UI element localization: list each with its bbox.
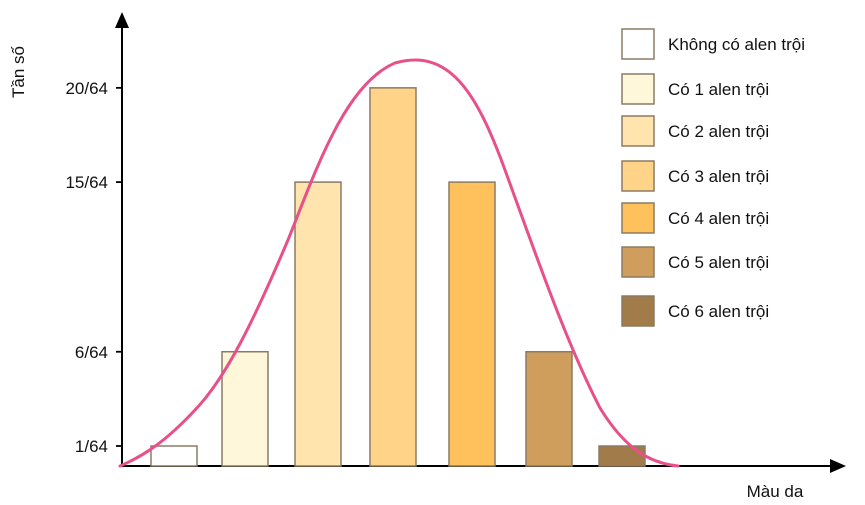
legend-label-co-4-alen-troi: Có 4 alen trội xyxy=(668,209,769,228)
legend-swatch-co-2-alen-troi xyxy=(621,115,655,147)
bar-khong-co-alen-troi xyxy=(150,445,198,467)
legend-swatch-co-4-alen-troi xyxy=(621,202,655,234)
bar-co-2-alen-troi xyxy=(294,181,342,467)
legend-label-co-2-alen-troi: Có 2 alen trội xyxy=(668,122,769,141)
y-tick-label-15-64: 15/64 xyxy=(65,173,108,192)
y-axis-label: Tần số xyxy=(9,45,28,98)
legend-label-co-3-alen-troi: Có 3 alen trội xyxy=(668,167,769,186)
y-tick-label-20-64: 20/64 xyxy=(65,79,108,98)
bar-co-4-alen-troi xyxy=(448,181,496,467)
legend-label-khong-co-alen-troi: Không có alen trội xyxy=(668,35,805,54)
bar-co-6-alen-troi xyxy=(598,445,646,467)
bar-co-5-alen-troi xyxy=(525,351,573,467)
x-axis-arrow-icon xyxy=(830,459,846,473)
ticks-layer: 1/64 6/64 15/64 20/64 xyxy=(65,79,122,456)
bar-co-1-alen-troi xyxy=(221,351,269,467)
distribution-curve xyxy=(118,58,680,468)
x-axis-label: Màu da xyxy=(747,482,804,501)
legend-swatch-co-6-alen-troi xyxy=(621,295,655,327)
legend: Không có alen trội Có 1 alen trội Có 2 ale… xyxy=(621,28,805,327)
legend-label-co-1-alen-troi: Có 1 alen trội xyxy=(668,80,769,99)
y-tick-label-1-64: 1/64 xyxy=(75,437,108,456)
legend-label-co-6-alen-troi: Có 6 alen trội xyxy=(668,302,769,321)
legend-swatch-co-5-alen-troi xyxy=(621,246,655,278)
curve-layer xyxy=(118,58,680,468)
y-tick-label-6-64: 6/64 xyxy=(75,343,108,362)
legend-swatch-co-3-alen-troi xyxy=(621,160,655,192)
y-axis-arrow-icon xyxy=(115,12,129,28)
legend-swatch-co-1-alen-troi xyxy=(621,73,655,105)
bars-layer xyxy=(150,87,646,467)
bar-co-3-alen-troi xyxy=(369,87,417,467)
legend-label-co-5-alen-troi: Có 5 alen trội xyxy=(668,253,769,272)
legend-swatch-khong-co-alen-troi xyxy=(621,28,655,60)
